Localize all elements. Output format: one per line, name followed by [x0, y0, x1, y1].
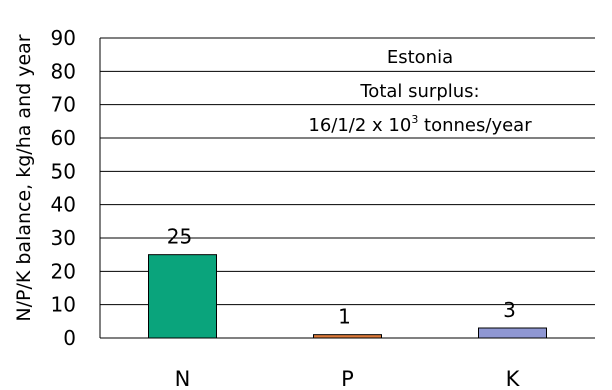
y-tick-label: 80 — [51, 59, 76, 83]
y-tick-label: 70 — [51, 93, 76, 117]
x-category-n: N — [175, 367, 191, 390]
y-tick-label: 0 — [63, 326, 76, 350]
bar-p — [313, 334, 382, 339]
y-tick-label: 40 — [51, 193, 76, 217]
y-tick-label: 60 — [51, 126, 76, 150]
y-tick-label: 20 — [51, 259, 76, 283]
bar-n — [148, 254, 217, 339]
annotation-value-exponent: 3 — [411, 113, 418, 126]
y-tick-label: 30 — [51, 226, 76, 250]
x-category-p: P — [341, 367, 354, 390]
y-axis-label: N/P/K balance, kg/ha and year — [13, 34, 35, 321]
annotation-country: Estonia — [387, 47, 453, 68]
annotation-box: Estonia Total surplus: 16/1/2 x 103 tonn… — [308, 47, 532, 136]
bar-k — [478, 327, 547, 339]
bars — [148, 254, 547, 339]
annotation-total-label: Total surplus: — [359, 81, 479, 102]
data-label-n: 25 — [167, 225, 192, 249]
y-tick-label: 10 — [51, 293, 76, 317]
y-axis-ticks: 0 10 20 30 40 50 60 70 80 90 — [51, 26, 76, 350]
data-labels: 25 1 3 — [167, 225, 516, 329]
annotation-value-base: 16/1/2 x 10 — [308, 115, 411, 136]
data-label-p: 1 — [338, 305, 351, 329]
annotation-value-unit: tonnes/year — [418, 115, 532, 136]
y-tick-label: 90 — [51, 26, 76, 50]
x-category-k: K — [506, 367, 521, 390]
y-tick-label: 50 — [51, 159, 76, 183]
data-label-k: 3 — [503, 298, 516, 322]
annotation-total-value: 16/1/2 x 103 tonnes/year — [308, 113, 532, 136]
